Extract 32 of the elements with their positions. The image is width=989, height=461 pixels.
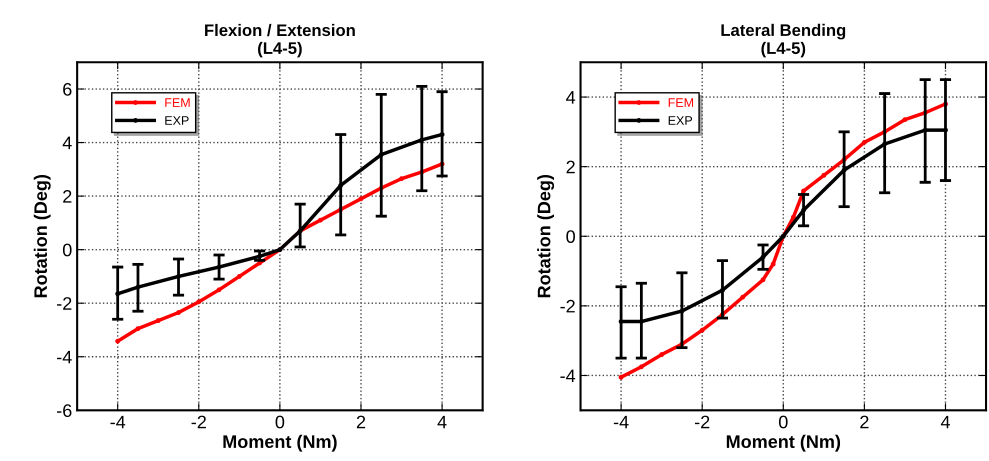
y-tick-label: -6 xyxy=(57,404,72,418)
legend-label: EXP xyxy=(165,116,189,125)
x-axis-title: Moment (Nm) xyxy=(726,434,840,452)
y-tick-label: -4 xyxy=(57,350,72,364)
legend-label: FEM xyxy=(668,98,694,107)
y-tick-label: -2 xyxy=(57,297,72,310)
x-tick-label: 0 xyxy=(778,416,788,428)
x-tick-label: 4 xyxy=(940,416,950,428)
y-axis-title: Rotation (Deg) xyxy=(34,174,51,298)
y-tick-label: -4 xyxy=(560,370,576,382)
x-tick-label: 2 xyxy=(860,416,868,428)
y-axis-title: Rotation (Deg) xyxy=(537,174,554,298)
x-axis-title: Moment (Nm) xyxy=(223,434,337,452)
y-tick-label: -2 xyxy=(560,300,575,312)
x-tick-label: -4 xyxy=(614,416,629,428)
y-tick-label: 2 xyxy=(63,190,72,203)
y-tick-label: 6 xyxy=(63,82,72,96)
x-tick-label: 2 xyxy=(356,416,366,428)
y-tick-label: 0 xyxy=(566,230,575,243)
chart-title: Flexion / Extension (L4-5) xyxy=(205,24,355,58)
x-tick-label: -2 xyxy=(694,416,710,428)
y-tick-label: 2 xyxy=(566,160,575,174)
y-tick-label: 0 xyxy=(62,244,72,256)
x-tick-label: 4 xyxy=(437,416,447,428)
x-tick-label: -4 xyxy=(110,416,126,428)
x-tick-label: 0 xyxy=(276,416,284,428)
legend-label: EXP xyxy=(668,116,692,125)
y-tick-label: 4 xyxy=(566,91,576,104)
x-tick-label: -2 xyxy=(192,416,206,428)
y-tick-label: 4 xyxy=(62,136,72,150)
legend-label: FEM xyxy=(165,98,190,107)
chart-title: Lateral Bending (L4-5) xyxy=(721,24,846,58)
